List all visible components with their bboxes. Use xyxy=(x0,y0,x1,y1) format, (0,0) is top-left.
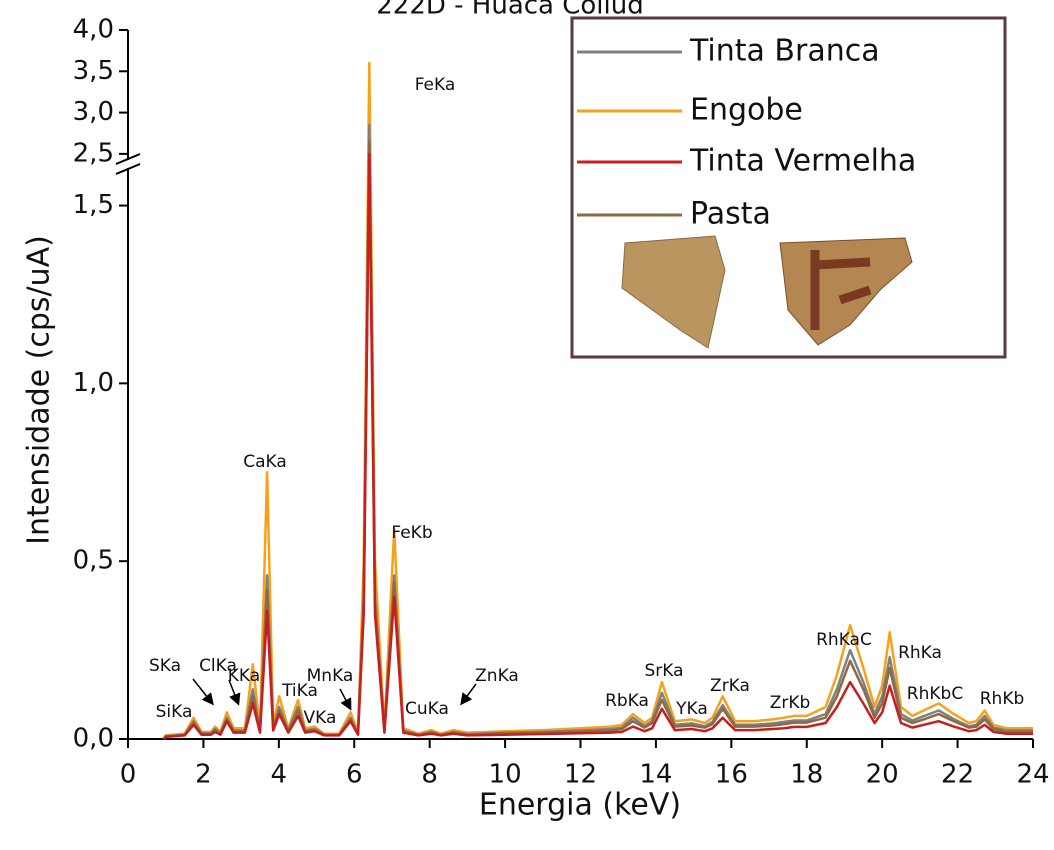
peak-label: ZnKa xyxy=(475,666,519,686)
peak-label: SKa xyxy=(149,656,181,676)
peak-label: RhKbC xyxy=(907,684,963,704)
peak-label: RhKa xyxy=(898,643,942,663)
peak-label: ZrKb xyxy=(770,693,811,713)
annotation-arrow xyxy=(460,683,477,706)
peak-label: FeKa xyxy=(415,75,456,95)
peak-label: KKa xyxy=(228,666,260,686)
chart-title: 222D - Huaca Collud xyxy=(376,0,644,21)
peak-label: RbKa xyxy=(605,691,649,711)
peak-label: FeKb xyxy=(391,523,432,543)
peak-label: RhKb xyxy=(980,689,1025,709)
axis-break xyxy=(115,163,141,175)
peak-label: SiKa xyxy=(156,702,193,722)
y-tick-label: 4,0 xyxy=(73,15,114,45)
peak-label: YKa xyxy=(675,699,708,719)
peak-label: SrKa xyxy=(644,661,683,681)
legend-label: Tinta Vermelha xyxy=(689,144,916,179)
legend-label: Engobe xyxy=(690,93,803,128)
axis-break xyxy=(115,153,141,165)
peak-label: MnKa xyxy=(307,666,354,686)
x-tick-label: 14 xyxy=(639,760,672,790)
y-axis-label: Intensidade (cps/uA) xyxy=(22,235,57,545)
y-tick-label: 3,0 xyxy=(73,97,114,127)
y-tick-label: 1,0 xyxy=(73,368,114,398)
legend-label: Tinta Branca xyxy=(689,34,880,69)
annotation-arrow xyxy=(228,679,241,706)
peak-label: TiKa xyxy=(281,681,318,701)
legend-box xyxy=(570,16,1007,359)
x-tick-label: 0 xyxy=(120,760,137,790)
sherd-photo-1 xyxy=(621,235,726,349)
x-tick-label: 16 xyxy=(715,760,748,790)
x-tick-label: 18 xyxy=(790,760,823,790)
x-tick-label: 20 xyxy=(866,760,899,790)
y-tick-label: 1,5 xyxy=(73,190,114,220)
y-tick-label: 3,5 xyxy=(73,56,114,86)
annotation-arrow xyxy=(192,678,214,706)
x-tick-label: 2 xyxy=(195,760,212,790)
peak-label: RhKaC xyxy=(816,630,872,650)
x-tick-label: 8 xyxy=(421,760,438,790)
peak-label: ZrKa xyxy=(710,676,750,696)
x-tick-label: 10 xyxy=(489,760,522,790)
peak-label: VKa xyxy=(304,708,337,728)
series-line xyxy=(162,152,1033,740)
x-tick-label: 12 xyxy=(564,760,597,790)
legend-label: Pasta xyxy=(690,197,771,232)
x-tick-label: 6 xyxy=(346,760,363,790)
y-tick-label: 2,5 xyxy=(73,138,114,168)
annotation-arrow xyxy=(339,688,352,711)
x-tick-label: 22 xyxy=(941,760,974,790)
y-tick-label: 0,0 xyxy=(73,724,114,754)
peak-label: ClKa xyxy=(199,656,237,676)
y-tick-label: 0,5 xyxy=(73,546,114,576)
x-tick-label: 4 xyxy=(271,760,288,790)
x-axis-label: Energia (keV) xyxy=(479,788,681,823)
sherd-paint xyxy=(810,250,872,330)
x-tick-label: 24 xyxy=(1016,760,1049,790)
peak-label: CaKa xyxy=(243,452,287,472)
peak-label: CuKa xyxy=(405,699,449,719)
